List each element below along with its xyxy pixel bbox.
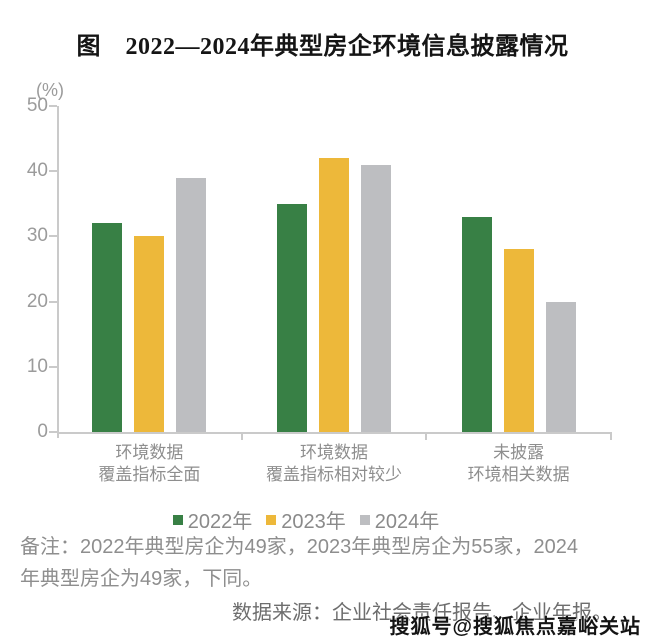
y-tick-label: 50 — [26, 95, 48, 116]
chart-title: 图 2022—2024年典型房企环境信息披露情况 — [76, 34, 569, 60]
x-tick-mark — [610, 432, 612, 440]
x-category-label-line: 环境数据 — [115, 443, 184, 462]
legend-label: 2022年 — [187, 511, 253, 533]
x-category-label-line: 覆盖指标相对较少 — [266, 465, 402, 484]
legend-swatch — [266, 514, 277, 525]
footnote-line-2: 年典型房企为49家，下同。 — [20, 568, 263, 590]
bar-2024年-group2 — [361, 164, 391, 432]
footnote: 备注：2022年典型房企为49家，2023年典型房企为55家，2024 年典型房… — [20, 531, 635, 595]
legend-item: 2022年 — [172, 505, 253, 534]
y-axis-line — [57, 106, 59, 438]
data-source-label: 数据来源：企业社会责任报告、企业年报。 — [232, 602, 612, 624]
watermark: 搜狐号@搜狐焦点嘉峪关站 — [389, 616, 641, 638]
bar-2024年-group1 — [176, 177, 207, 432]
x-tick-mark — [240, 432, 243, 440]
x-category-label: 环境数据覆盖指标全面 — [57, 442, 241, 486]
x-tick-mark — [425, 432, 428, 440]
x-axis-line — [57, 432, 611, 434]
bar-2022年-group1 — [92, 223, 123, 432]
legend-item: 2024年 — [359, 505, 440, 534]
x-category-label: 未披露 环境相关数据 — [427, 442, 611, 486]
y-axis-unit-label: (%) — [36, 80, 64, 100]
y-tick-mark — [49, 170, 57, 173]
y-tick-label: 30 — [26, 225, 48, 247]
y-tick-mark — [49, 300, 57, 303]
legend-item: 2023年 — [266, 505, 346, 534]
footnote-line-1: 备注：2022年典型房企为49家，2023年典型房企为55家，2024 — [20, 536, 578, 558]
x-category-label-line: 未披露 — [493, 443, 545, 462]
y-tick-mark — [49, 431, 57, 433]
x-category-label-line: 环境数据 — [300, 443, 368, 462]
bar-2024年-group3 — [545, 301, 576, 432]
bar-2023年-group3 — [503, 249, 534, 432]
bar-2022年-group3 — [461, 216, 492, 432]
x-category-label-line: 覆盖指标全面 — [98, 465, 201, 484]
x-category-label: 环境数据覆盖指标相对较少 — [242, 442, 426, 486]
chart-legend: 2022年 2023年 2024年 — [0, 505, 612, 534]
y-tick-label: 40 — [26, 160, 48, 182]
bar-2023年-group1 — [134, 236, 165, 432]
legend-swatch — [172, 514, 183, 525]
x-category-label-line: 环境相关数据 — [467, 465, 570, 484]
bar-2023年-group2 — [319, 158, 349, 432]
y-tick-mark — [49, 105, 57, 107]
legend-label: 2023年 — [281, 511, 346, 533]
y-tick-label: 0 — [37, 421, 48, 442]
legend-label: 2024年 — [374, 511, 440, 533]
y-tick-mark — [49, 365, 57, 368]
bar-2022年-group2 — [277, 203, 307, 432]
y-tick-label: 20 — [26, 290, 48, 312]
y-tick-mark — [49, 235, 57, 238]
y-tick-label: 10 — [26, 355, 48, 377]
legend-swatch — [359, 514, 370, 525]
